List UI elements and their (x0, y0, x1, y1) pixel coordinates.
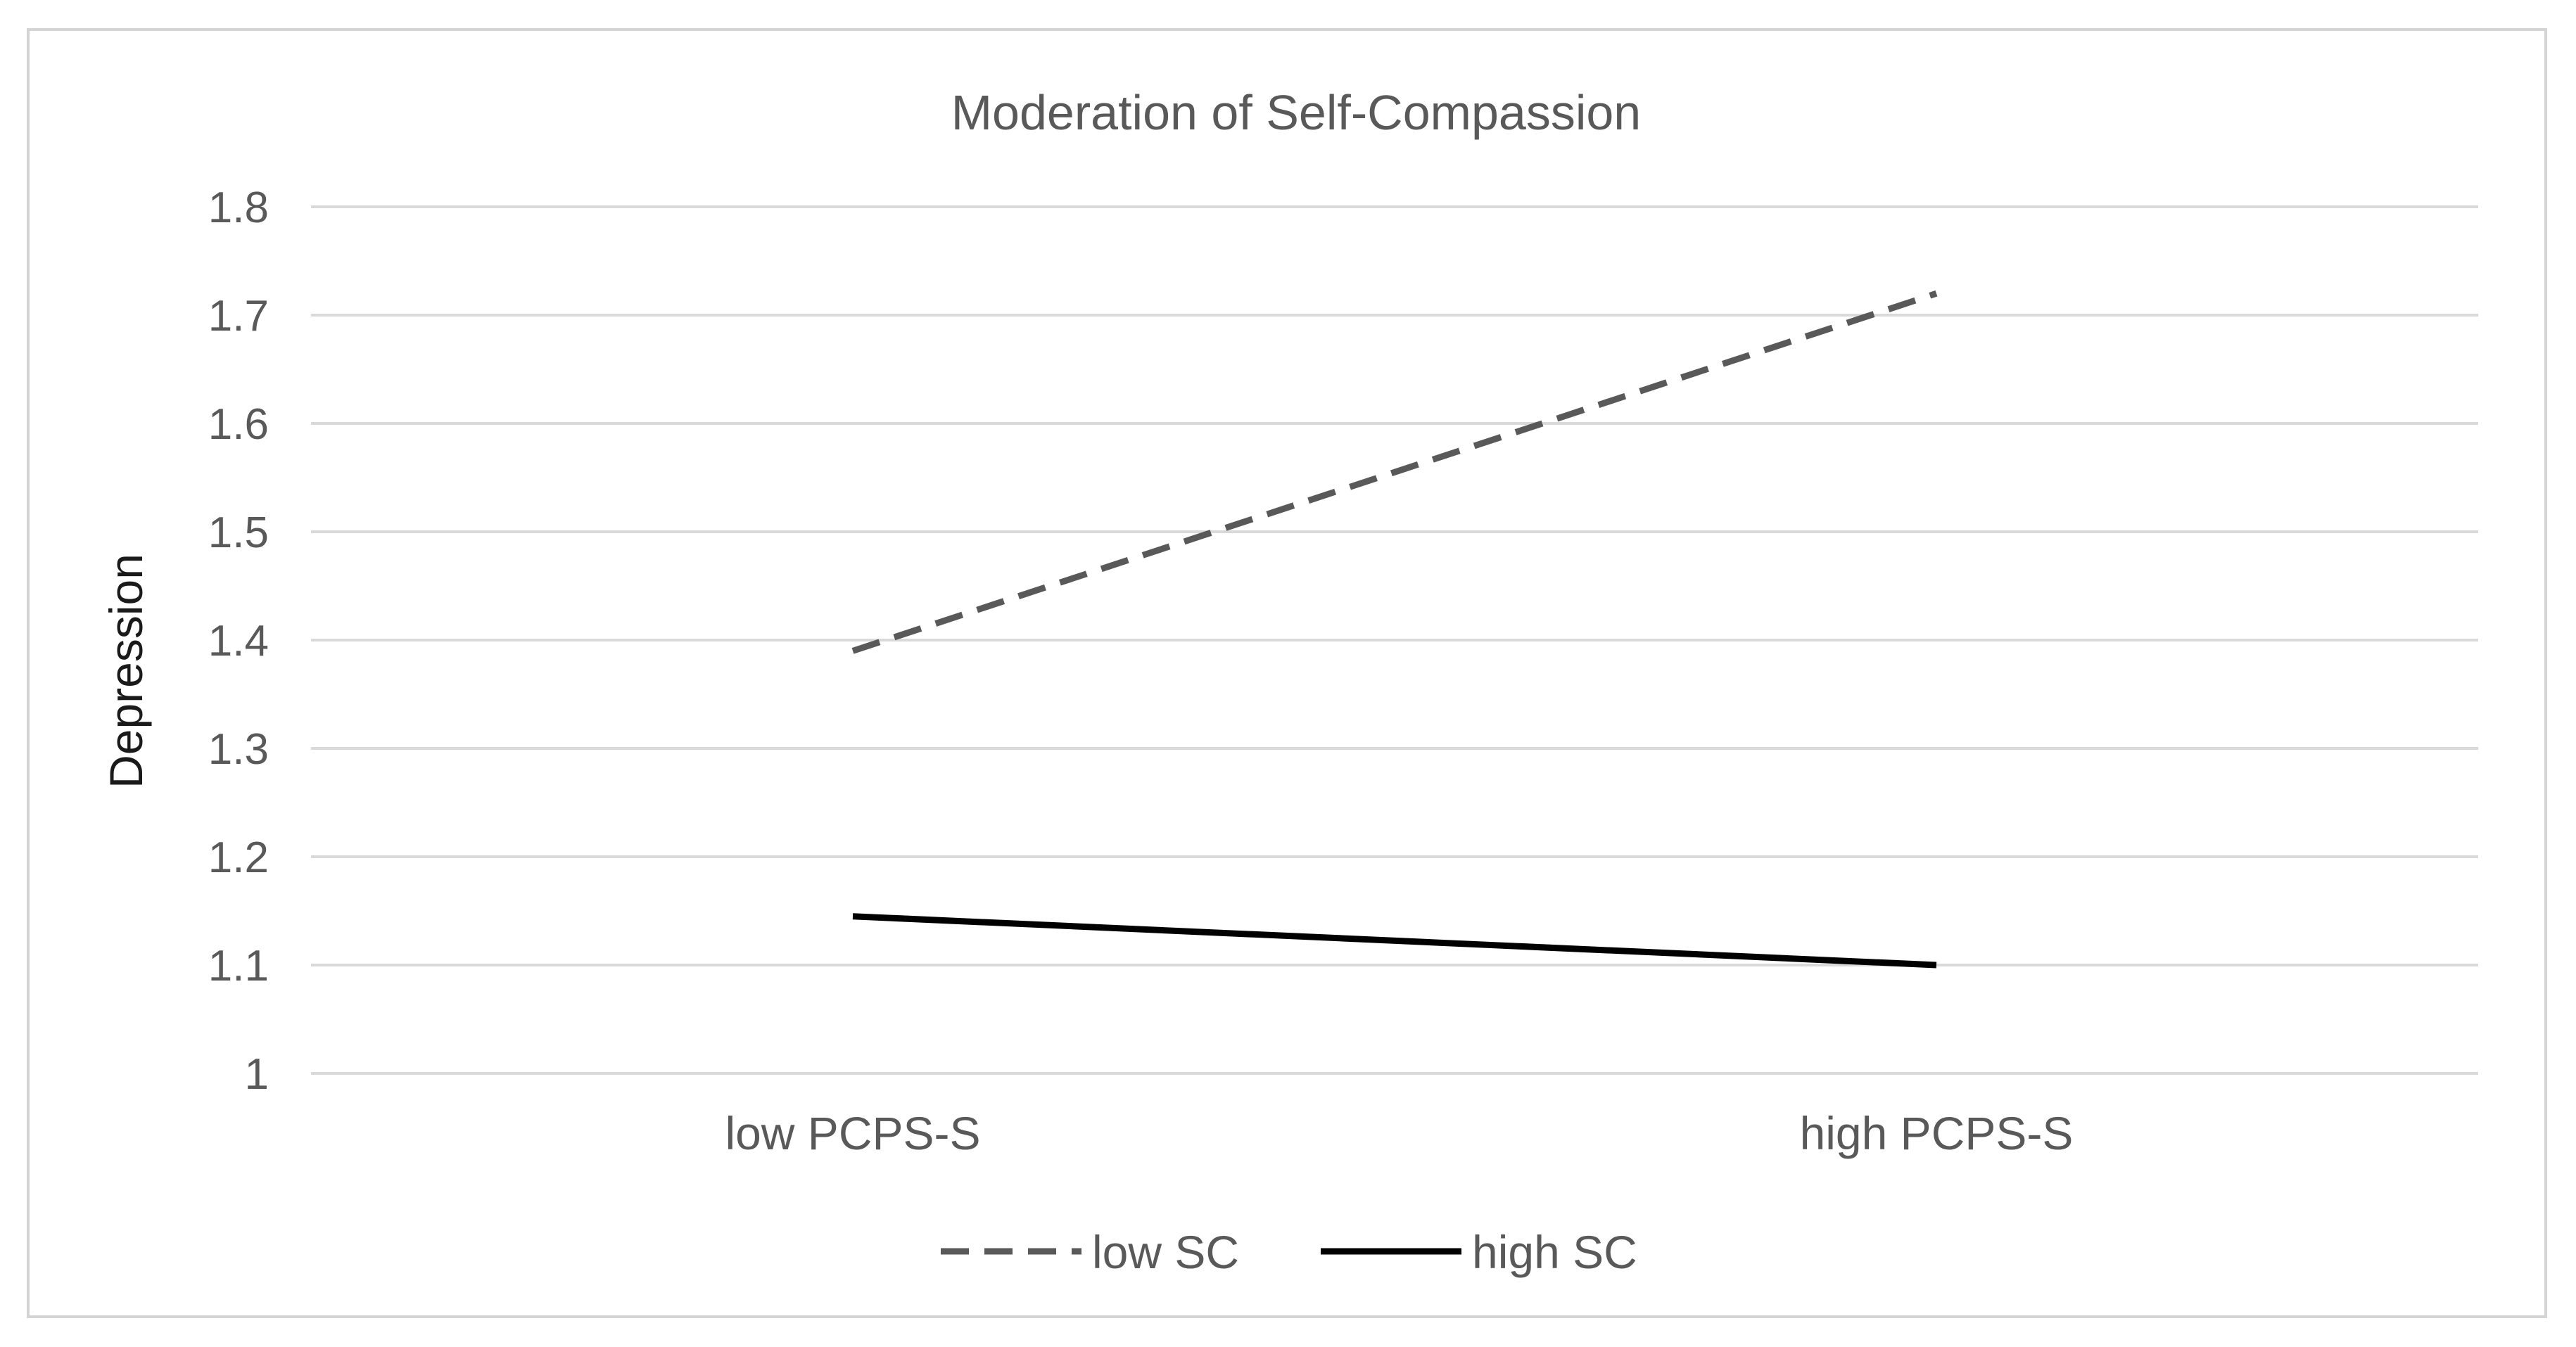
series-line-high-sc (852, 913, 1937, 969)
series-line-low-sc (851, 290, 1938, 654)
legend-label: low SC (1092, 1226, 1239, 1278)
chart-svg: Moderation of Self-Compassion Depression… (100, 85, 2478, 1278)
y-tick-label: 1 (245, 1050, 269, 1099)
legend-label: high SC (1472, 1226, 1637, 1278)
series-layer (851, 290, 1938, 969)
grid-layer (311, 205, 2478, 1075)
y-tick-label: 1.3 (208, 725, 269, 774)
x-tick-label: low PCPS-S (725, 1107, 980, 1159)
chart-title: Moderation of Self-Compassion (951, 85, 1641, 140)
x-tick-label: high PCPS-S (1800, 1107, 2074, 1159)
y-tick-label: 1.1 (208, 942, 269, 990)
y-tick-label: 1.7 (208, 292, 269, 340)
legend: low SC high SC (941, 1226, 1637, 1278)
y-tick-labels: 1 1.1 1.2 1.3 1.4 1.5 1.6 1.7 1.8 (208, 184, 269, 1099)
y-tick-label: 1.4 (208, 617, 269, 665)
y-axis-title: Depression (100, 554, 152, 789)
y-tick-label: 1.6 (208, 400, 269, 449)
chart-frame: Moderation of Self-Compassion Depression… (27, 28, 2547, 1318)
x-tick-labels: low PCPS-S high PCPS-S (725, 1107, 2073, 1159)
y-tick-label: 1.5 (208, 509, 269, 557)
y-tick-label: 1.8 (208, 184, 269, 232)
y-tick-label: 1.2 (208, 834, 269, 882)
